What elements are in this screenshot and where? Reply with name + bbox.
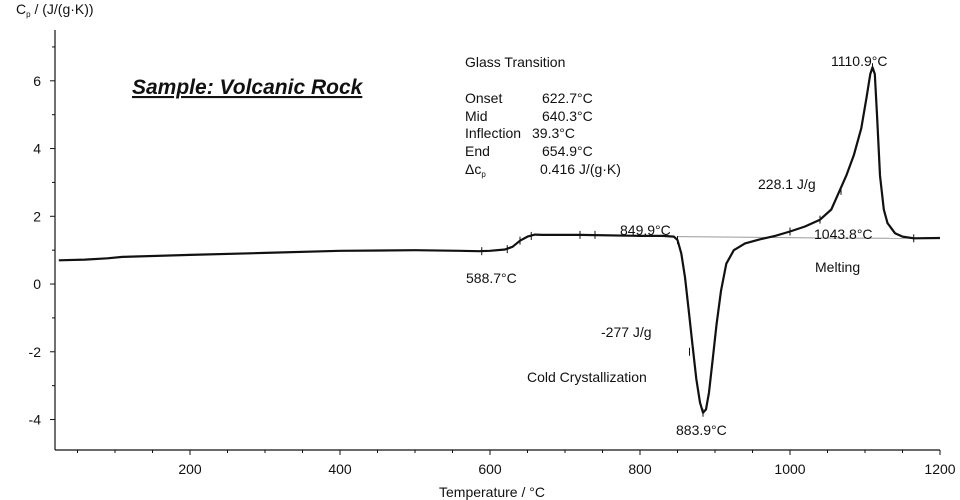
gt-delta-label: Δcp xyxy=(465,161,486,179)
x-tick-label: 1200 xyxy=(924,461,955,477)
y-axis-title: Cp / (J/(g·K)) xyxy=(16,1,94,19)
y-tick-group: -4 -2 0 2 4 6 xyxy=(29,46,55,428)
x-axis-title: Temperature / °C xyxy=(439,484,545,500)
annotation-melt-area: 228.1 J/g xyxy=(758,176,816,192)
glass-transition-title: Glass Transition xyxy=(465,54,565,70)
x-tick-group: 200 400 600 800 1000 1200 xyxy=(77,450,956,477)
gt-delta-label-main: Δc xyxy=(465,161,481,177)
annotation-cryst-name: Cold Crystallization xyxy=(527,369,647,385)
gt-onset-value: 622.7°C xyxy=(542,90,593,106)
y-tick-label: -2 xyxy=(29,344,42,360)
annotation-cryst-peak: 883.9°C xyxy=(676,422,727,438)
x-tick-label: 600 xyxy=(478,461,502,477)
y-tick-label: 4 xyxy=(33,141,41,157)
baseline-group xyxy=(677,236,914,239)
gt-delta-label-sub: p xyxy=(481,170,486,179)
gt-delta-value: 0.416 J/(g·K) xyxy=(540,161,621,177)
annotation-cryst-onset: 849.9°C xyxy=(620,222,671,238)
glass-transition-block: Glass Transition Onset 622.7°C Mid 640.3… xyxy=(465,54,621,179)
gt-mid-label: Mid xyxy=(465,108,488,124)
curve-tick-group xyxy=(481,63,915,417)
y-tick-label: 6 xyxy=(33,73,41,89)
y-axis-title-sub: p xyxy=(26,10,31,19)
annotation-glass-start: 588.7°C xyxy=(466,270,517,286)
gt-end-value: 654.9°C xyxy=(542,143,593,159)
annotation-melt-end: 1043.8°C xyxy=(814,226,873,242)
y-tick-label: 0 xyxy=(33,276,41,292)
x-tick-label: 400 xyxy=(328,461,352,477)
annotation-melt-name: Melting xyxy=(815,259,860,275)
x-tick-label: 200 xyxy=(178,461,202,477)
x-tick-label: 800 xyxy=(628,461,652,477)
gt-inflection-label: Inflection xyxy=(465,125,521,141)
y-axis-title-main: C xyxy=(16,1,26,17)
gt-mid-value: 640.3°C xyxy=(542,108,593,124)
gt-onset-label: Onset xyxy=(465,90,502,106)
gt-end-label: End xyxy=(465,143,490,159)
baseline-line xyxy=(677,236,822,239)
gt-inflection-value: 39.3°C xyxy=(532,125,575,141)
annotation-cryst-area: -277 J/g xyxy=(601,324,652,340)
y-tick-label: -4 xyxy=(29,412,42,428)
x-tick-label: 1000 xyxy=(774,461,805,477)
series-line-cp xyxy=(58,66,941,414)
y-tick-label: 2 xyxy=(33,208,41,224)
annotation-melt-peak: 1110.9°C xyxy=(831,53,887,69)
sample-label: Sample: Volcanic Rock xyxy=(132,76,364,99)
y-axis-title-rest: / (J/(g·K)) xyxy=(31,1,94,17)
